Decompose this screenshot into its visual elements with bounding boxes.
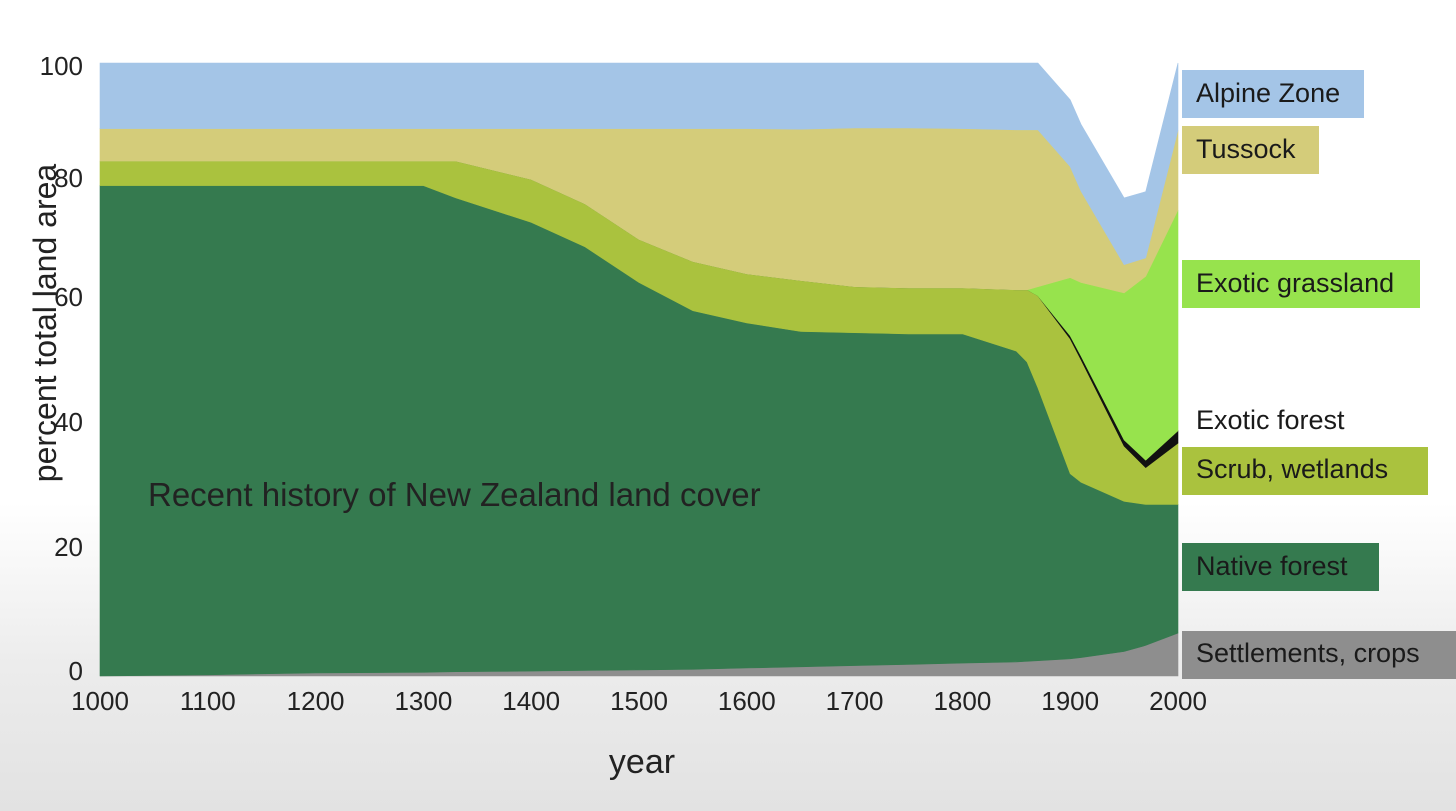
x-tick-label: 1200 bbox=[287, 686, 345, 716]
y-axis-label: percent total land area bbox=[27, 164, 63, 483]
legend-swatch bbox=[1182, 631, 1456, 679]
legend-label: Tussock bbox=[1196, 134, 1296, 164]
legend-swatch bbox=[1182, 70, 1364, 118]
y-tick-label: 100 bbox=[40, 51, 83, 81]
legend-item-native-forest: Native forest bbox=[1182, 543, 1379, 591]
x-tick-label: 1700 bbox=[826, 686, 884, 716]
legend-item-exotic-forest: Exotic forest bbox=[1196, 405, 1345, 435]
x-tick-label: 1100 bbox=[180, 686, 236, 716]
y-tick-label: 0 bbox=[69, 656, 83, 686]
chart-title: Recent history of New Zealand land cover bbox=[148, 476, 761, 513]
x-tick-label: 1800 bbox=[933, 686, 991, 716]
x-tick-label: 1300 bbox=[394, 686, 452, 716]
legend-item-scrub-wetlands: Scrub, wetlands bbox=[1182, 447, 1428, 495]
x-tick-label: 2000 bbox=[1149, 686, 1207, 716]
legend: Settlements, crops Native forest Scrub, we… bbox=[1182, 70, 1456, 679]
x-tick-label: 1600 bbox=[718, 686, 776, 716]
legend-item-settlements-crops: Settlements, crops bbox=[1182, 631, 1456, 679]
legend-label: Exotic forest bbox=[1196, 405, 1345, 435]
legend-item-exotic-grassland: Exotic grassland bbox=[1182, 260, 1420, 308]
legend-swatch bbox=[1182, 260, 1420, 308]
x-axis-ticks: 1000 1100 1200 1300 1400 1500 1600 1700 1800 1900… bbox=[71, 686, 1207, 716]
y-tick-label: 20 bbox=[54, 532, 83, 562]
stacked-areas bbox=[99, 62, 1179, 677]
x-axis-label: year bbox=[609, 743, 675, 781]
legend-label: Scrub, wetlands bbox=[1196, 454, 1388, 484]
legend-label: Alpine Zone bbox=[1196, 78, 1340, 108]
y-tick-label: 40 bbox=[54, 407, 83, 437]
legend-swatch bbox=[1182, 543, 1379, 591]
x-tick-label: 1400 bbox=[502, 686, 560, 716]
x-tick-label: 1000 bbox=[71, 686, 129, 716]
legend-swatch bbox=[1182, 126, 1319, 174]
area-alpine-zone bbox=[99, 62, 1179, 266]
x-tick-label: 1500 bbox=[610, 686, 668, 716]
legend-label: Settlements, crops bbox=[1196, 638, 1420, 668]
y-axis-ticks: 0 20 40 60 80 100 bbox=[40, 51, 83, 686]
legend-label: Exotic grassland bbox=[1196, 268, 1394, 298]
legend-label: Native forest bbox=[1196, 551, 1348, 581]
x-tick-label: 1900 bbox=[1041, 686, 1099, 716]
legend-item-alpine-zone: Alpine Zone bbox=[1182, 70, 1364, 118]
legend-item-tussock: Tussock bbox=[1182, 126, 1319, 174]
y-tick-label: 80 bbox=[54, 163, 83, 193]
legend-swatch bbox=[1182, 447, 1428, 495]
y-tick-label: 60 bbox=[54, 282, 83, 312]
